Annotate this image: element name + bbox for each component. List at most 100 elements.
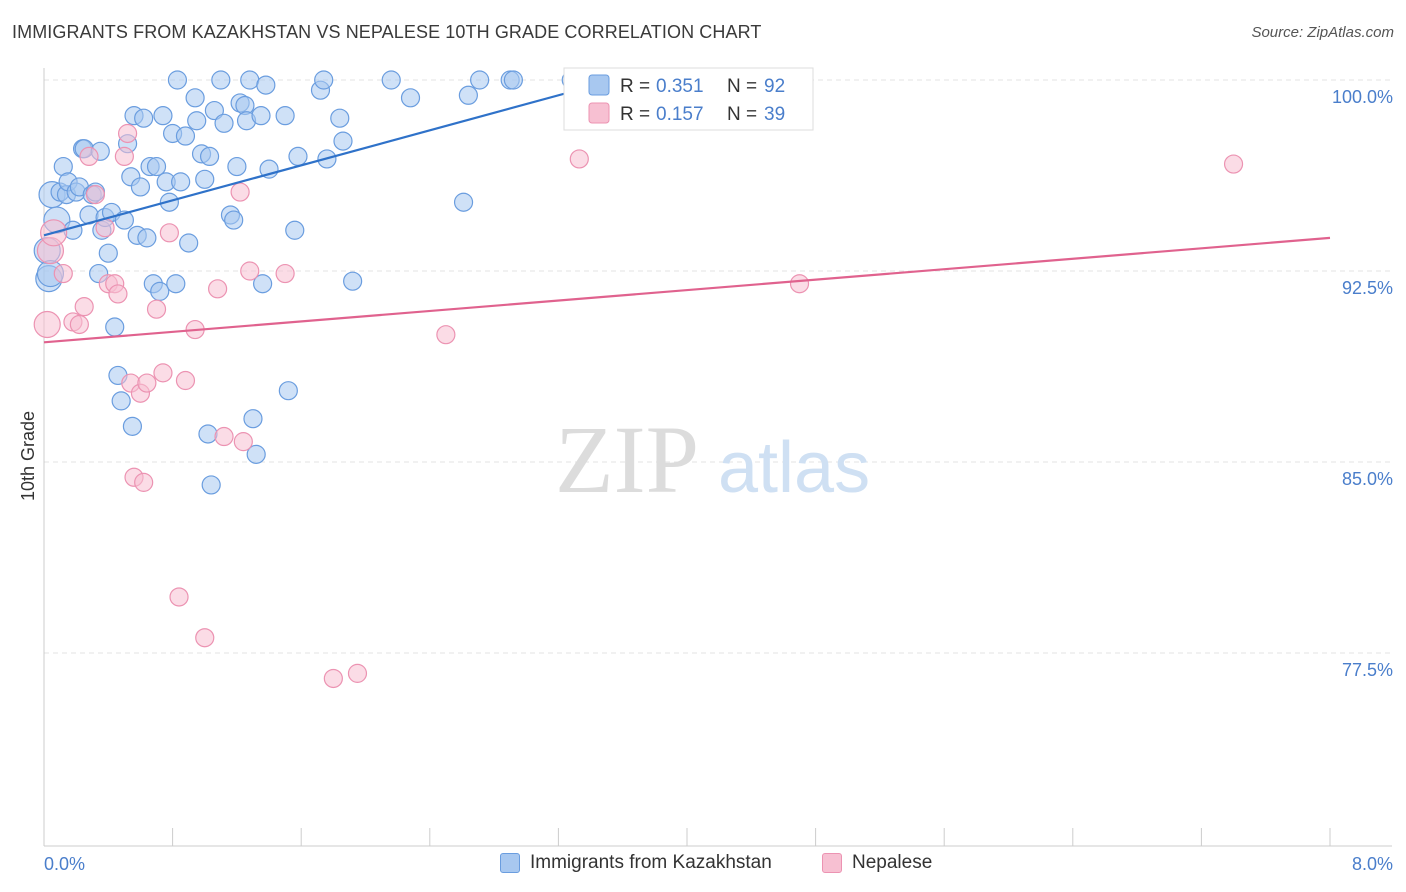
legend-n-label-2: N = xyxy=(727,104,757,125)
data-point-1-21 xyxy=(153,363,173,383)
data-point-0-56 xyxy=(211,70,231,90)
series-legend: Immigrants from Kazakhstan Nepalese xyxy=(0,852,1406,878)
data-point-0-47 xyxy=(179,233,199,253)
watermark-atlas: atlas xyxy=(718,428,870,508)
data-point-0-25 xyxy=(111,391,131,411)
legend-swatch-nepalese xyxy=(822,853,842,873)
data-point-0-82 xyxy=(400,88,421,108)
data-point-1-24 xyxy=(175,370,196,391)
data-point-0-34 xyxy=(137,228,157,248)
data-point-1-27 xyxy=(208,279,228,299)
data-point-0-85 xyxy=(470,70,490,90)
data-point-1-23 xyxy=(169,587,189,607)
legend-label-kazakhstan: Immigrants from Kazakhstan xyxy=(530,852,772,873)
data-point-0-71 xyxy=(275,106,295,126)
data-point-0-73 xyxy=(285,220,305,240)
source-label: Source: ZipAtlas.com xyxy=(1251,24,1394,41)
data-point-0-81 xyxy=(381,70,401,90)
data-point-0-69 xyxy=(256,75,276,95)
data-point-0-37 xyxy=(146,156,167,177)
data-point-0-44 xyxy=(167,70,188,90)
data-point-0-32 xyxy=(130,177,151,197)
data-point-0-83 xyxy=(453,192,474,212)
x-tick-label-1: 8.0% xyxy=(1352,854,1393,874)
data-point-1-12 xyxy=(108,284,128,304)
data-point-0-29 xyxy=(122,416,143,436)
data-point-1-7 xyxy=(79,146,99,166)
watermark-zip: ZIP xyxy=(555,406,699,513)
data-point-0-64 xyxy=(240,70,260,90)
y-axis-label: 10th Grade xyxy=(18,411,38,501)
data-point-0-74 xyxy=(288,146,308,166)
data-point-1-14 xyxy=(117,123,138,144)
data-point-0-68 xyxy=(253,274,273,294)
data-point-0-33 xyxy=(134,108,154,128)
data-point-0-48 xyxy=(185,88,205,108)
data-point-1-34 xyxy=(347,663,368,683)
data-point-0-72 xyxy=(278,381,298,401)
data-point-1-38 xyxy=(1223,154,1244,174)
data-point-1-19 xyxy=(137,373,157,393)
data-point-0-65 xyxy=(243,409,263,429)
data-point-0-87 xyxy=(503,70,523,90)
data-point-0-80 xyxy=(343,271,363,291)
y-tick-label-2: 85.0% xyxy=(1342,469,1393,489)
data-point-1-18 xyxy=(134,472,154,492)
data-point-0-84 xyxy=(458,85,478,105)
series-nepalese xyxy=(33,123,1244,689)
data-point-1-28 xyxy=(214,426,234,447)
legend-swatch-blue xyxy=(588,74,610,96)
legend-swatch-kazakhstan xyxy=(500,853,520,873)
legend-r-label-1: R = xyxy=(620,76,650,97)
legend-swatch-pink xyxy=(588,102,610,124)
chart-title: IMMIGRANTS FROM KAZAKHSTAN VS NEPALESE 1… xyxy=(12,22,762,42)
data-point-0-23 xyxy=(105,317,125,337)
trend-line-nepalese xyxy=(43,236,1331,344)
trend-lines xyxy=(43,78,1331,344)
legend-r-value-1: 0.351 xyxy=(656,76,704,97)
zipatlas-watermark: ZIP atlas xyxy=(555,406,870,513)
y-tick-label-0: 100.0% xyxy=(1332,87,1393,107)
data-point-0-57 xyxy=(214,113,234,133)
data-point-1-32 xyxy=(275,263,295,284)
data-point-0-79 xyxy=(333,131,353,151)
data-point-1-36 xyxy=(569,149,589,169)
data-point-0-55 xyxy=(204,100,224,121)
correlation-legend: R = 0.351 N = 92 R = 0.157 N = 39 xyxy=(563,67,814,131)
data-point-0-43 xyxy=(166,274,186,294)
y-tick-label-1: 92.5% xyxy=(1342,278,1393,298)
y-tick-label-3: 77.5% xyxy=(1342,660,1393,680)
data-point-0-78 xyxy=(330,108,350,128)
data-point-1-0 xyxy=(33,310,61,339)
data-point-0-76 xyxy=(314,70,334,90)
data-point-0-59 xyxy=(224,210,244,230)
trend-line-kazakhstan xyxy=(43,78,615,237)
data-point-1-30 xyxy=(233,432,253,452)
legend-item-kazakhstan[interactable]: Immigrants from Kazakhstan xyxy=(500,852,772,874)
data-point-0-38 xyxy=(150,281,170,301)
series-kazakhstan xyxy=(33,70,601,495)
data-point-1-13 xyxy=(114,146,134,166)
data-point-1-35 xyxy=(436,325,456,345)
data-point-0-54 xyxy=(201,475,221,495)
x-tick-label-0: 0.0% xyxy=(44,854,85,874)
data-point-0-67 xyxy=(251,106,271,126)
legend-item-nepalese[interactable]: Nepalese xyxy=(822,852,932,874)
tick-labels: 100.0% 92.5% 85.0% 77.5% 0.0% 8.0% xyxy=(44,87,1393,874)
data-point-0-39 xyxy=(153,106,173,126)
data-point-1-20 xyxy=(146,299,167,319)
legend-n-value-1: 92 xyxy=(764,76,785,97)
data-point-1-37 xyxy=(789,274,810,294)
data-points xyxy=(33,70,1244,689)
data-point-1-6 xyxy=(74,297,94,317)
data-point-0-46 xyxy=(175,126,196,146)
legend-n-value-2: 39 xyxy=(764,104,785,125)
data-point-0-66 xyxy=(246,444,266,464)
legend-n-label-1: N = xyxy=(727,76,757,97)
data-point-0-51 xyxy=(195,169,215,189)
data-point-1-3 xyxy=(53,263,73,284)
data-point-0-21 xyxy=(98,243,118,263)
data-point-0-52 xyxy=(198,424,218,444)
legend-r-label-2: R = xyxy=(620,104,650,125)
